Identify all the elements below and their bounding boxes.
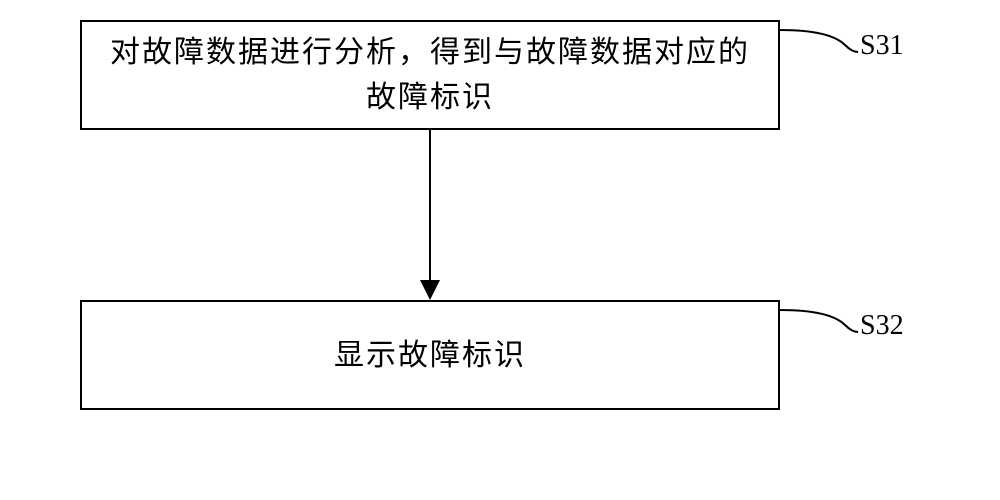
flowchart-step-2: 显示故障标识 [80,300,780,410]
arrow-line [429,130,431,285]
connector-1 [780,20,860,70]
step-1-text: 对故障数据进行分析，得到与故障数据对应的故障标识 [102,30,758,120]
step-2-label: S32 [860,310,904,342]
step-2-text: 显示故障标识 [334,333,526,378]
arrow-head-icon [420,280,440,300]
step-1-label: S31 [860,30,904,62]
flowchart-step-1: 对故障数据进行分析，得到与故障数据对应的故障标识 [80,20,780,130]
flowchart-container: 对故障数据进行分析，得到与故障数据对应的故障标识 S31 显示故障标识 S32 [80,20,920,480]
connector-2 [780,300,860,350]
